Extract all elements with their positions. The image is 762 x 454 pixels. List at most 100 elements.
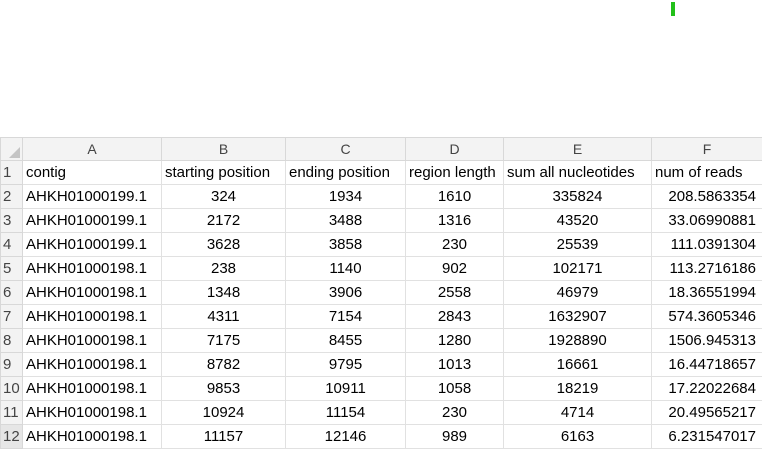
row-header[interactable]: 12	[0, 424, 23, 449]
cell-num-of-reads[interactable]: 16.44718657	[651, 352, 762, 377]
table-row: 3 AHKH01000199.1 2172 3488 1316 43520 33.06990…	[0, 208, 762, 233]
cell-starting-position[interactable]: 3628	[161, 232, 286, 257]
column-header-a[interactable]: A	[22, 137, 162, 161]
cell-ending-position[interactable]: 3488	[285, 208, 406, 233]
table-row: 12 AHKH01000198.1 11157 12146 989 6163 6.23154…	[0, 424, 762, 449]
cell-sum-all-nucleotides[interactable]: 335824	[503, 184, 652, 209]
row-header[interactable]: 3	[0, 208, 23, 233]
header-cell-region-length[interactable]: region length	[405, 160, 504, 185]
cell-sum-all-nucleotides[interactable]: 18219	[503, 376, 652, 401]
cell-ending-position[interactable]: 7154	[285, 304, 406, 329]
row-header[interactable]: 10	[0, 376, 23, 401]
cell-sum-all-nucleotides[interactable]: 16661	[503, 352, 652, 377]
header-cell-ending-position[interactable]: ending position	[285, 160, 406, 185]
header-cell-contig[interactable]: contig	[22, 160, 162, 185]
spreadsheet-grid[interactable]: A B C D E F 1 contig starting position e…	[0, 137, 762, 454]
cell-region-length[interactable]: 902	[405, 256, 504, 281]
cell-ending-position[interactable]: 1934	[285, 184, 406, 209]
cell-num-of-reads[interactable]: 6.231547017	[651, 424, 762, 449]
cell-ending-position[interactable]: 12146	[285, 424, 406, 449]
cell-region-length[interactable]: 1013	[405, 352, 504, 377]
row-header[interactable]: 9	[0, 352, 23, 377]
cell-starting-position[interactable]: 238	[161, 256, 286, 281]
cell-contig[interactable]: AHKH01000198.1	[22, 424, 162, 449]
row-header[interactable]: 11	[0, 400, 23, 425]
cell-ending-position[interactable]: 9795	[285, 352, 406, 377]
select-all-corner[interactable]	[0, 137, 23, 161]
cell-sum-all-nucleotides[interactable]: 1632907	[503, 304, 652, 329]
column-header-b[interactable]: B	[161, 137, 286, 161]
cell-region-length[interactable]: 2558	[405, 280, 504, 305]
table-row: 9 AHKH01000198.1 8782 9795 1013 16661 16.44718…	[0, 352, 762, 377]
cell-num-of-reads[interactable]: 33.06990881	[651, 208, 762, 233]
cell-starting-position[interactable]: 324	[161, 184, 286, 209]
cell-num-of-reads[interactable]: 574.3605346	[651, 304, 762, 329]
cell-contig[interactable]: AHKH01000198.1	[22, 400, 162, 425]
cell-sum-all-nucleotides[interactable]: 1928890	[503, 328, 652, 353]
cell-num-of-reads[interactable]: 208.5863354	[651, 184, 762, 209]
cell-starting-position[interactable]: 11157	[161, 424, 286, 449]
cell-contig[interactable]: AHKH01000199.1	[22, 184, 162, 209]
cell-sum-all-nucleotides[interactable]: 25539	[503, 232, 652, 257]
cell-ending-position[interactable]: 3858	[285, 232, 406, 257]
header-cell-sum-all-nucleotides[interactable]: sum all nucleotides	[503, 160, 652, 185]
cell-region-length[interactable]: 1610	[405, 184, 504, 209]
cell-num-of-reads[interactable]: 113.2716186	[651, 256, 762, 281]
row-header[interactable]: 2	[0, 184, 23, 209]
cell-sum-all-nucleotides[interactable]: 43520	[503, 208, 652, 233]
cell-contig[interactable]: AHKH01000199.1	[22, 208, 162, 233]
cell-num-of-reads[interactable]: 20.49565217	[651, 400, 762, 425]
cell-starting-position[interactable]: 8782	[161, 352, 286, 377]
cell-contig[interactable]: AHKH01000198.1	[22, 256, 162, 281]
column-header-e[interactable]: E	[503, 137, 652, 161]
cell-contig[interactable]: AHKH01000198.1	[22, 352, 162, 377]
row-header[interactable]: 4	[0, 232, 23, 257]
cell-starting-position[interactable]: 1348	[161, 280, 286, 305]
column-header-f[interactable]: F	[651, 137, 762, 161]
cell-starting-position[interactable]: 7175	[161, 328, 286, 353]
cell-ending-position[interactable]: 1140	[285, 256, 406, 281]
cell-region-length[interactable]: 1280	[405, 328, 504, 353]
cell-sum-all-nucleotides[interactable]: 102171	[503, 256, 652, 281]
table-row: 6 AHKH01000198.1 1348 3906 2558 46979 18.36551…	[0, 280, 762, 305]
row-header[interactable]: 1	[0, 160, 23, 185]
cell-table: A B C D E F 1 contig starting position e…	[0, 137, 762, 449]
cell-sum-all-nucleotides[interactable]: 46979	[503, 280, 652, 305]
cell-num-of-reads[interactable]: 17.22022684	[651, 376, 762, 401]
row-header[interactable]: 5	[0, 256, 23, 281]
header-cell-num-of-reads[interactable]: num of reads	[651, 160, 762, 185]
cell-region-length[interactable]: 230	[405, 400, 504, 425]
row-header[interactable]: 7	[0, 304, 23, 329]
cell-contig[interactable]: AHKH01000199.1	[22, 232, 162, 257]
cell-ending-position[interactable]: 8455	[285, 328, 406, 353]
cell-num-of-reads[interactable]: 111.0391304	[651, 232, 762, 257]
row-header[interactable]: 8	[0, 328, 23, 353]
cell-region-length[interactable]: 2843	[405, 304, 504, 329]
row-header[interactable]: 6	[0, 280, 23, 305]
cell-sum-all-nucleotides[interactable]: 4714	[503, 400, 652, 425]
cell-region-length[interactable]: 1058	[405, 376, 504, 401]
cell-num-of-reads[interactable]: 1506.945313	[651, 328, 762, 353]
table-row: 1 contig starting position ending positi…	[0, 160, 762, 185]
header-cell-starting-position[interactable]: starting position	[161, 160, 286, 185]
cell-ending-position[interactable]: 3906	[285, 280, 406, 305]
cell-region-length[interactable]: 230	[405, 232, 504, 257]
cell-num-of-reads[interactable]: 18.36551994	[651, 280, 762, 305]
column-header-d[interactable]: D	[405, 137, 504, 161]
cell-sum-all-nucleotides[interactable]: 6163	[503, 424, 652, 449]
cell-ending-position[interactable]: 11154	[285, 400, 406, 425]
cell-contig[interactable]: AHKH01000198.1	[22, 328, 162, 353]
cell-starting-position[interactable]: 2172	[161, 208, 286, 233]
column-header-c[interactable]: C	[285, 137, 406, 161]
cell-region-length[interactable]: 989	[405, 424, 504, 449]
cell-starting-position[interactable]: 4311	[161, 304, 286, 329]
cell-starting-position[interactable]: 9853	[161, 376, 286, 401]
table-row: 10 AHKH01000198.1 9853 10911 1058 18219 17.220…	[0, 376, 762, 401]
select-all-triangle-icon	[9, 147, 20, 158]
cell-contig[interactable]: AHKH01000198.1	[22, 376, 162, 401]
cell-ending-position[interactable]: 10911	[285, 376, 406, 401]
cell-contig[interactable]: AHKH01000198.1	[22, 304, 162, 329]
cell-region-length[interactable]: 1316	[405, 208, 504, 233]
cell-starting-position[interactable]: 10924	[161, 400, 286, 425]
cell-contig[interactable]: AHKH01000198.1	[22, 280, 162, 305]
